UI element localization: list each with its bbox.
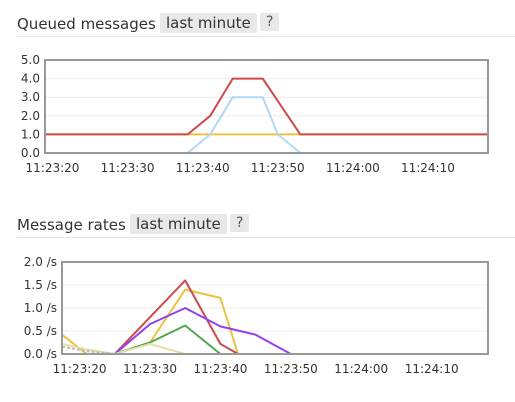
queued-messages-header: Queued messages last minute ? <box>17 0 515 37</box>
x-tick-label: 11:23:20 <box>53 362 107 376</box>
x-tick-label: 11:24:00 <box>334 362 388 376</box>
x-tick-label: 11:23:30 <box>101 161 155 175</box>
y-tick-label: 1.0 <box>21 127 40 141</box>
series-line-deliver <box>62 279 488 355</box>
series-line-get <box>61 345 488 355</box>
y-tick-label: 0.5 /s <box>24 324 57 338</box>
section-title: Message rates <box>17 216 126 234</box>
x-tick-label: 11:23:40 <box>176 161 230 175</box>
x-tick-label: 11:23:50 <box>251 161 305 175</box>
x-tick-label: 11:24:10 <box>405 362 459 376</box>
y-tick-label: 0.0 <box>21 146 40 160</box>
series-line-total <box>45 77 488 136</box>
y-tick-label: 5.0 <box>21 53 40 67</box>
message-rates-header: Message rates last minute ? <box>17 201 515 238</box>
range-selector[interactable]: last minute <box>160 13 257 33</box>
plot-border <box>61 261 489 355</box>
section-title: Queued messages <box>17 15 156 33</box>
x-tick-label: 11:23:20 <box>26 161 80 175</box>
y-tick-label: 2.0 /s <box>24 255 57 269</box>
x-tick-label: 11:23:30 <box>123 362 177 376</box>
plot-border <box>44 59 489 154</box>
x-tick-label: 11:24:00 <box>326 161 380 175</box>
y-tick-label: 0.0 /s <box>24 347 57 361</box>
y-tick-label: 4.0 <box>21 72 40 86</box>
y-tick-label: 2.0 <box>21 109 40 123</box>
x-tick-label: 11:23:40 <box>193 362 247 376</box>
y-tick-label: 1.5 /s <box>24 278 57 292</box>
chart-1: 0.0 1.0 2.0 3.0 4.0 5.0 11:23:20 11:23:30 11:23:… <box>21 53 489 175</box>
x-tick-label: 11:23:50 <box>264 362 318 376</box>
x-tick-label: 11:24:10 <box>401 161 455 175</box>
series-line-confirm <box>62 324 488 355</box>
range-selector[interactable]: last minute <box>130 214 227 234</box>
series-line-unacked <box>45 96 488 154</box>
y-tick-label: 1.0 /s <box>24 301 57 315</box>
help-button[interactable]: ? <box>260 13 280 31</box>
help-button[interactable]: ? <box>230 214 250 232</box>
chart-2: 0.0 /s 0.5 /s 1.0 /s 1.5 /s 2.0 /s 11:23:20 11… <box>24 255 489 376</box>
y-tick-label: 3.0 <box>21 90 40 104</box>
